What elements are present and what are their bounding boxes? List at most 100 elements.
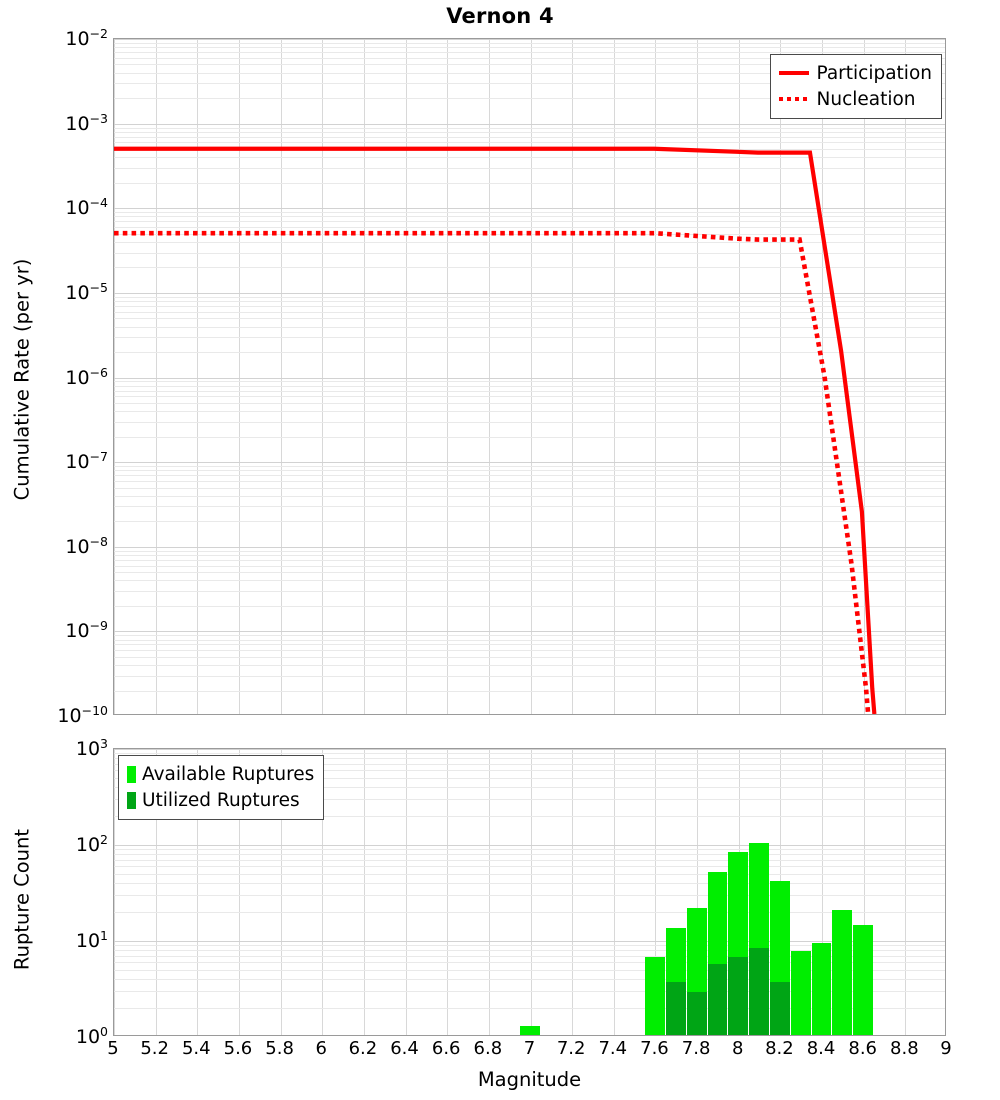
- gridline-minor: [114, 854, 945, 856]
- gridline-minor: [114, 64, 945, 66]
- gridline-vertical: [363, 749, 365, 1035]
- swatch-available-icon: [127, 765, 136, 783]
- gridline-minor: [114, 550, 945, 552]
- x-tick-label: 7.4: [598, 1038, 628, 1059]
- gridline-minor: [114, 52, 945, 54]
- legend-item-utilized-ruptures[interactable]: Utilized Ruptures: [127, 787, 314, 813]
- bar-utilized-ruptures: [728, 956, 749, 1035]
- swatch-utilized-icon: [127, 791, 136, 809]
- gridline-minor: [114, 352, 945, 354]
- grid-bottom: [114, 749, 945, 1035]
- gridline-minor: [114, 979, 945, 981]
- gridline-vertical: [572, 39, 574, 714]
- gridline-minor: [114, 396, 945, 398]
- gridline-major: [114, 631, 945, 633]
- page-title: Vernon 4: [446, 4, 554, 28]
- bar-layer: [114, 749, 945, 1035]
- gridline-minor: [114, 521, 945, 523]
- bar-available-ruptures: [645, 956, 665, 1035]
- y-tick-label: 10−5: [65, 279, 108, 305]
- legend-item-nucleation[interactable]: Nucleation: [778, 86, 933, 112]
- legend-item-participation[interactable]: Participation: [778, 60, 932, 86]
- gridline-vertical: [530, 39, 532, 714]
- x-tick-label: 5: [107, 1038, 119, 1059]
- x-tick-label: 5.8: [265, 1038, 294, 1059]
- legend-rate: Participation Nucleation: [769, 54, 942, 119]
- line-dotted-icon: [778, 97, 809, 101]
- gridline-minor: [114, 895, 945, 897]
- gridline-minor: [114, 912, 945, 914]
- gridline-minor: [114, 227, 945, 229]
- bar-available-ruptures: [790, 951, 811, 1035]
- gridline-major: [114, 39, 945, 40]
- gridline-major: [114, 123, 945, 125]
- curve-participation: [114, 146, 877, 714]
- cumulative-rate-plot: Participation Nucleation: [113, 38, 946, 715]
- x-tick-label: 8.4: [806, 1038, 836, 1059]
- gridline-minor: [114, 42, 945, 44]
- curve-nucleation: [114, 230, 871, 714]
- gridline-minor: [114, 98, 945, 100]
- gridline-vertical: [613, 749, 615, 1035]
- x-tick-label: 8: [732, 1038, 744, 1059]
- gridline-minor: [114, 436, 945, 438]
- gridline-minor: [114, 950, 945, 952]
- gridline-vertical: [905, 39, 907, 714]
- gridline-minor: [114, 859, 945, 861]
- gridline-minor: [114, 799, 945, 801]
- x-tick-label: 6.2: [348, 1038, 378, 1059]
- legend-item-available-ruptures[interactable]: Available Ruptures: [127, 761, 314, 787]
- gridline-vertical: [114, 39, 115, 714]
- gridline-minor: [114, 157, 945, 159]
- gridline-minor: [114, 216, 945, 218]
- gridline-minor: [114, 639, 945, 641]
- bar-utilized-ruptures: [686, 992, 707, 1035]
- gridline-minor: [114, 142, 945, 144]
- gridline-minor: [114, 221, 945, 223]
- gridline-minor: [114, 480, 945, 482]
- gridline-vertical: [697, 749, 699, 1035]
- gridline-minor: [114, 656, 945, 658]
- y-tick-label: 10−2: [65, 25, 108, 51]
- gridline-minor: [114, 311, 945, 313]
- gridline-vertical: [822, 749, 824, 1035]
- gridline-major: [114, 546, 945, 548]
- gridline-minor: [114, 644, 945, 646]
- gridline-minor: [114, 665, 945, 667]
- gridline-minor: [114, 763, 945, 765]
- x-tick-label: 5.4: [181, 1038, 211, 1059]
- gridline-major: [114, 845, 945, 846]
- gridline-minor: [114, 873, 945, 875]
- gridline-minor: [114, 591, 945, 592]
- y-tick-label: 10−3: [65, 110, 108, 135]
- gridline-minor: [114, 955, 945, 957]
- gridline-vertical: [405, 749, 407, 1035]
- gridline-major: [114, 749, 945, 750]
- gridline-minor: [114, 506, 945, 508]
- gridline-minor: [114, 47, 945, 49]
- gridline-vertical: [280, 39, 282, 714]
- gridline-vertical: [697, 39, 699, 714]
- gridline-minor: [114, 296, 945, 298]
- gridline-minor: [114, 605, 945, 607]
- gridline-minor: [114, 72, 945, 74]
- gridline-vertical: [322, 39, 324, 714]
- gridline-vertical: [655, 749, 657, 1035]
- gridline-minor: [114, 572, 945, 574]
- x-tick-label: 7.6: [640, 1038, 669, 1059]
- bar-available-ruptures: [853, 924, 874, 1035]
- gridline-minor: [114, 182, 945, 184]
- bar-available-ruptures: [520, 1026, 540, 1035]
- gridline-minor: [114, 390, 945, 392]
- gridline-vertical: [447, 749, 449, 1035]
- gridline-minor: [114, 267, 945, 269]
- bar-available-ruptures: [811, 943, 832, 1035]
- y-tick-label: 100: [75, 1023, 108, 1049]
- gridline-minor: [114, 411, 945, 413]
- gridline-minor: [114, 421, 945, 423]
- gridline-minor: [114, 559, 945, 561]
- x-tick-label: 6: [315, 1038, 327, 1059]
- gridline-minor: [114, 487, 945, 489]
- x-tick-label: 8.8: [890, 1038, 919, 1059]
- gridline-vertical: [405, 39, 407, 714]
